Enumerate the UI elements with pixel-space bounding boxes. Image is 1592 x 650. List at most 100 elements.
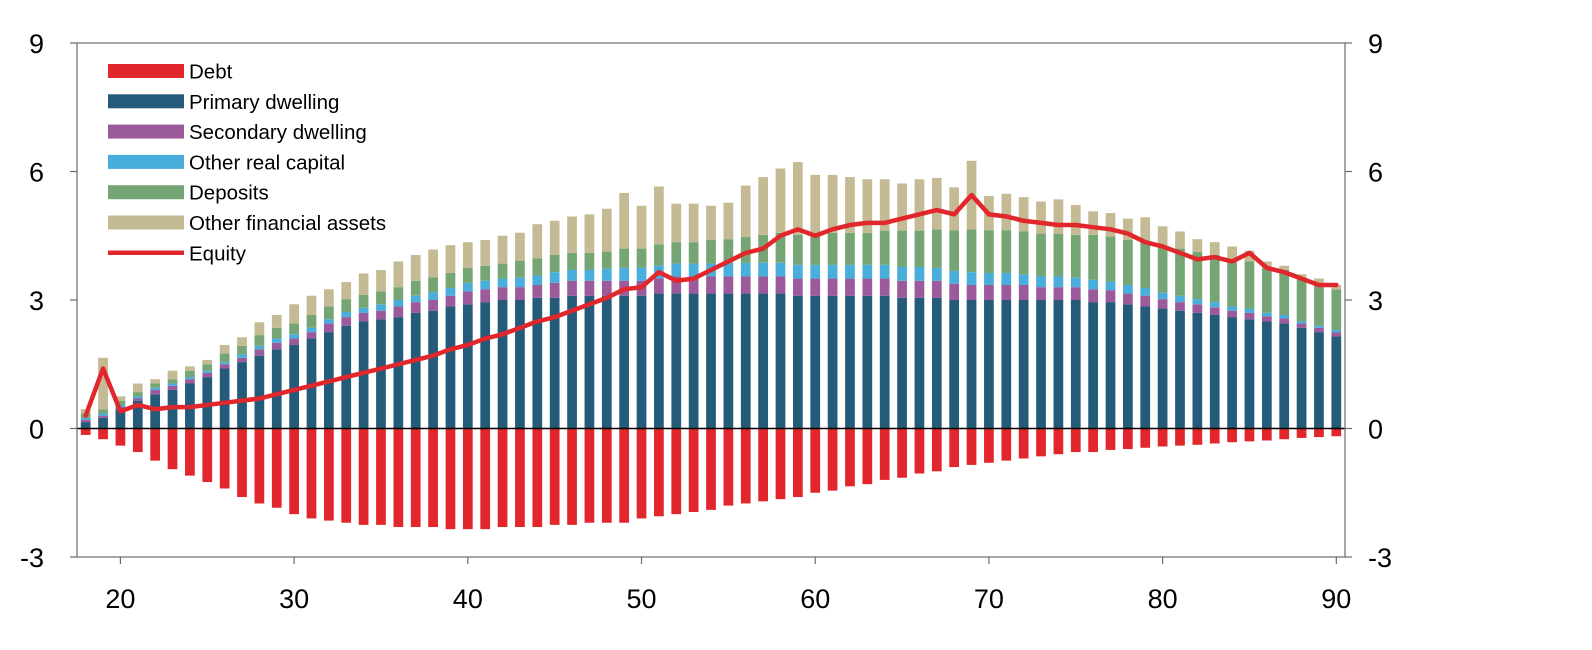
bar-primary-dwelling-73 [1036,300,1046,429]
bar-debt-23 [167,428,178,470]
bar-other-real-capital-44 [532,275,543,285]
bar-primary-dwelling-54 [706,293,716,429]
bar-other-financial-assets-24 [185,366,195,371]
bar-deposits-54 [706,240,716,264]
bar-other-real-capital-25 [202,370,213,373]
bar-primary-dwelling-47 [584,295,595,429]
bar-other-real-capital-70 [984,273,994,285]
bar-debt-77 [1105,428,1116,450]
bar-other-real-capital-67 [931,267,942,281]
bar-secondary-dwelling-56 [740,276,751,294]
y-tick-label-left: -3 [20,543,44,573]
bar-other-real-capital-72 [1018,274,1029,286]
bar-primary-dwelling-27 [237,362,247,429]
bar-primary-dwelling-57 [758,293,768,429]
bar-deposits-34 [358,294,369,308]
bar-secondary-dwelling-26 [219,364,230,369]
bar-other-real-capital-37 [410,295,421,303]
bar-other-financial-assets-31 [306,295,317,315]
bar-secondary-dwelling-45 [549,282,560,298]
bar-deposits-58 [775,232,786,263]
bar-debt-19 [98,428,108,440]
bar-debt-18 [80,428,91,435]
bar-debt-83 [1209,428,1220,444]
x-tick-label: 50 [626,584,656,614]
bar-other-financial-assets-61 [827,174,838,233]
bar-other-real-capital-41 [480,280,491,290]
bar-deposits-35 [376,291,386,305]
bar-deposits-19 [98,409,108,414]
bar-deposits-44 [532,258,543,276]
legend-label-primary-dwelling: Primary dwelling [189,91,339,114]
bar-other-financial-assets-77 [1105,213,1116,237]
bar-primary-dwelling-41 [480,302,491,429]
bar-other-real-capital-28 [254,345,265,350]
bar-secondary-dwelling-54 [706,276,716,294]
bar-secondary-dwelling-88 [1296,323,1307,328]
bar-secondary-dwelling-73 [1036,287,1046,300]
bar-primary-dwelling-28 [254,355,265,429]
bar-other-real-capital-65 [897,267,907,281]
bar-deposits-36 [393,287,404,300]
bar-debt-24 [185,428,195,476]
bar-other-real-capital-27 [237,354,247,358]
bar-other-financial-assets-72 [1018,197,1029,232]
bar-secondary-dwelling-59 [792,278,803,296]
bar-deposits-52 [671,242,682,264]
bar-primary-dwelling-67 [931,297,942,429]
bar-deposits-55 [723,239,734,263]
bar-deposits-20 [115,400,126,405]
bar-other-real-capital-31 [306,327,317,333]
bar-other-real-capital-77 [1105,281,1116,291]
bar-other-financial-assets-19 [98,357,108,410]
bar-debt-45 [549,428,560,525]
bar-deposits-84 [1227,259,1237,307]
bar-debt-48 [601,428,612,523]
bar-other-real-capital-63 [862,264,873,279]
bar-primary-dwelling-70 [984,300,994,429]
bar-primary-dwelling-48 [601,295,612,429]
bar-secondary-dwelling-83 [1209,307,1220,315]
bar-secondary-dwelling-43 [515,287,525,300]
bar-other-financial-assets-79 [1140,217,1151,241]
bar-deposits-31 [306,314,317,328]
bar-secondary-dwelling-82 [1192,304,1203,313]
bar-debt-71 [1001,428,1012,461]
bar-debt-73 [1036,428,1046,457]
bar-debt-38 [428,428,438,528]
bar-deposits-24 [185,370,195,378]
bar-debt-81 [1175,428,1185,446]
legend-swatch-deposits [108,185,184,200]
bar-deposits-43 [515,260,525,278]
bar-secondary-dwelling-36 [393,306,404,318]
bar-secondary-dwelling-34 [358,312,369,322]
bar-deposits-45 [549,255,560,273]
bar-primary-dwelling-62 [845,295,855,429]
bar-debt-75 [1070,428,1081,453]
bar-deposits-37 [410,280,421,296]
bar-deposits-50 [636,248,647,268]
bar-primary-dwelling-36 [393,317,404,429]
bar-deposits-32 [324,306,334,320]
bar-secondary-dwelling-70 [984,285,994,300]
bar-other-financial-assets-75 [1070,204,1081,235]
bar-other-real-capital-83 [1209,302,1220,308]
bar-other-financial-assets-41 [480,240,491,266]
bar-debt-47 [584,428,595,523]
bar-deposits-28 [254,335,265,346]
bar-deposits-21 [132,392,143,397]
bar-secondary-dwelling-40 [462,291,473,305]
y-tick-label-right: 9 [1368,29,1383,59]
bar-other-real-capital-46 [567,270,577,281]
bar-other-financial-assets-37 [410,255,421,281]
bar-other-financial-assets-57 [758,177,768,235]
bar-other-financial-assets-82 [1192,239,1203,253]
bar-secondary-dwelling-33 [341,317,352,326]
bar-deposits-75 [1070,234,1081,278]
bar-debt-80 [1157,428,1168,447]
bar-other-real-capital-22 [150,387,161,390]
bar-other-real-capital-81 [1175,295,1185,303]
bar-other-financial-assets-43 [515,232,525,261]
bar-other-real-capital-60 [810,264,821,279]
bar-debt-30 [289,428,299,515]
